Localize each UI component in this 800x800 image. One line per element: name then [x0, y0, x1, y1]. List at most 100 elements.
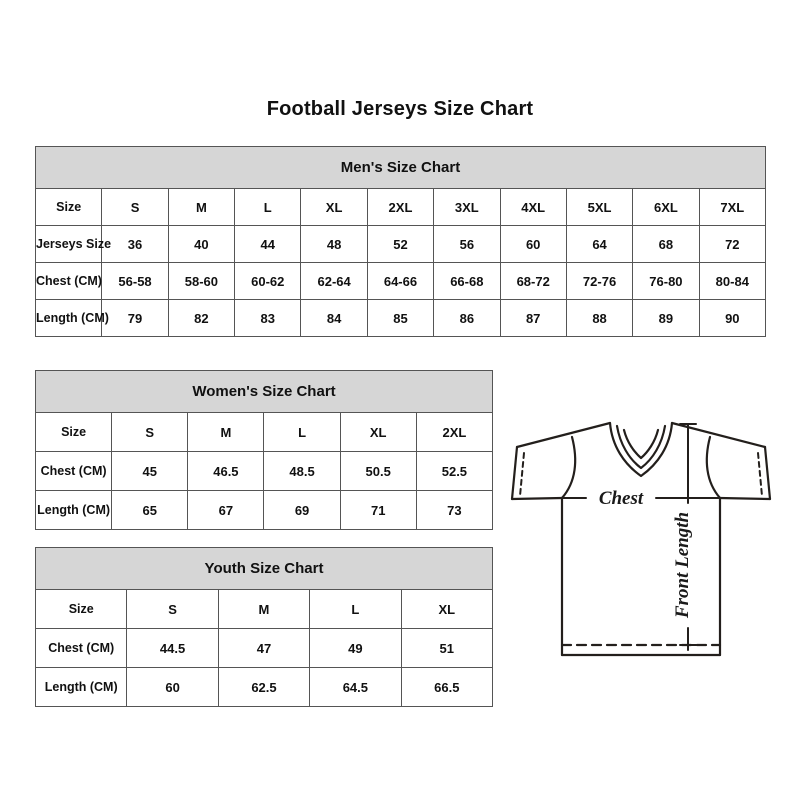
womens-length-l: 69 [263, 490, 341, 530]
table-row: Chest (CM) 44.5 47 49 51 [34, 628, 494, 668]
mens-size-2xl: 2XL [366, 188, 435, 226]
row-label-size: Size [34, 188, 103, 226]
youth-length-s: 60 [126, 667, 219, 707]
mens-jerseys-size-xl: 48 [300, 225, 368, 263]
mens-length-s: 79 [101, 299, 169, 337]
youth-chest-l: 49 [309, 628, 402, 668]
mens-length-3xl: 86 [433, 299, 501, 337]
table-section-header-row: Youth Size Chart [35, 547, 493, 590]
womens-chest-s: 45 [111, 451, 189, 491]
womens-size-2xl: 2XL [415, 412, 494, 452]
mens-jerseys-size-5xl: 64 [565, 225, 634, 263]
mens-length-4xl: 87 [499, 299, 567, 337]
row-label-jerseys-size: Jerseys Size [34, 225, 111, 263]
mens-size-7xl: 7XL [698, 188, 767, 226]
table-row: Length (CM) 65 67 69 71 73 [34, 490, 494, 530]
row-label-chest: Chest (CM) [34, 262, 103, 300]
mens-chest-4xl: 68-72 [499, 262, 567, 300]
mens-length-5xl: 88 [565, 299, 634, 337]
mens-chest-l: 60-62 [234, 262, 302, 300]
youth-length-l: 64.5 [309, 667, 402, 707]
womens-chest-l: 48.5 [263, 451, 341, 491]
womens-length-xl: 71 [339, 490, 417, 530]
table-row: Jerseys Size 36 40 44 48 52 56 60 64 68 … [34, 225, 767, 263]
row-label-length: Length (CM) [34, 490, 113, 530]
row-label-size: Size [34, 412, 113, 452]
mens-size-4xl: 4XL [499, 188, 567, 226]
table-row: Length (CM) 79 82 83 84 85 86 87 88 89 9… [34, 299, 767, 337]
youth-chest-xl: 51 [400, 628, 494, 668]
mens-chest-5xl: 72-76 [565, 262, 634, 300]
mens-chest-6xl: 76-80 [632, 262, 700, 300]
youth-length-xl: 66.5 [400, 667, 494, 707]
youth-chest-s: 44.5 [126, 628, 219, 668]
row-label-length: Length (CM) [34, 667, 128, 707]
mens-chest-7xl: 80-84 [698, 262, 767, 300]
row-label-length: Length (CM) [34, 299, 109, 337]
mens-chest-s: 56-58 [101, 262, 169, 300]
mens-jerseys-size-m: 40 [167, 225, 236, 263]
mens-length-7xl: 90 [698, 299, 767, 337]
mens-size-5xl: 5XL [565, 188, 634, 226]
shirt-right-sleeve-hem-dashed [757, 452, 763, 497]
mens-jerseys-size-3xl: 56 [433, 225, 501, 263]
youth-chest-m: 47 [217, 628, 311, 668]
youth-section-title: Youth Size Chart [35, 547, 493, 590]
mens-length-l: 83 [234, 299, 302, 337]
shirt-left-sleeve-outer [510, 445, 519, 501]
shirt-right-shoulder-top [670, 421, 767, 449]
youth-size-m: M [217, 589, 311, 629]
mens-jerseys-size-6xl: 68 [632, 225, 700, 263]
mens-size-3xl: 3XL [433, 188, 501, 226]
womens-size-chart-table: Women's Size Chart Size S M L XL 2XL Che… [34, 370, 494, 530]
mens-chest-m: 58-60 [167, 262, 236, 300]
womens-size-l: L [263, 412, 341, 452]
youth-size-s: S [126, 589, 219, 629]
womens-chest-2xl: 52.5 [415, 451, 494, 491]
mens-size-xl: XL [300, 188, 368, 226]
womens-chest-xl: 50.5 [339, 451, 417, 491]
mens-length-6xl: 89 [632, 299, 700, 337]
shirt-left-armhole [560, 435, 577, 500]
table-section-header-row: Women's Size Chart [35, 370, 493, 413]
youth-size-chart-table: Youth Size Chart Size S M L XL Chest (CM… [34, 547, 494, 707]
page-title: Football Jerseys Size Chart [266, 98, 534, 120]
womens-length-2xl: 73 [415, 490, 494, 530]
mens-chest-2xl: 64-66 [366, 262, 435, 300]
mens-length-xl: 84 [300, 299, 368, 337]
mens-chest-3xl: 66-68 [433, 262, 501, 300]
jersey-measurement-diagram: Chest Front Length [500, 402, 782, 687]
youth-size-xl: XL [400, 589, 494, 629]
shirt-left-sleeve-bottom [510, 496, 564, 501]
row-label-chest: Chest (CM) [34, 451, 113, 491]
shirt-left-shoulder-top [515, 421, 612, 449]
row-label-size: Size [34, 589, 128, 629]
womens-length-m: 67 [187, 490, 265, 530]
mens-jerseys-size-l: 44 [234, 225, 302, 263]
table-row: Size S M L XL 2XL 3XL 4XL 5XL 6XL 7XL [34, 188, 767, 226]
table-row: Chest (CM) 56-58 58-60 60-62 62-64 64-66… [34, 262, 767, 300]
womens-size-xl: XL [339, 412, 417, 452]
table-section-header-row: Men's Size Chart [35, 146, 766, 189]
mens-size-6xl: 6XL [632, 188, 700, 226]
table-row: Size S M L XL 2XL [34, 412, 494, 452]
shirt-collar-middle-v [615, 424, 667, 470]
shirt-right-sleeve-outer [763, 445, 772, 501]
womens-section-title: Women's Size Chart [35, 370, 493, 413]
shirt-right-sleeve-bottom [718, 496, 772, 501]
shirt-collar-inner-v [622, 428, 660, 460]
mens-length-m: 82 [167, 299, 236, 337]
womens-size-s: S [111, 412, 189, 452]
chest-label: Chest [599, 488, 644, 509]
shirt-left-sleeve-hem-dashed [519, 452, 525, 497]
mens-size-chart-table: Men's Size Chart Size S M L XL 2XL 3XL 4… [34, 146, 767, 337]
table-row: Chest (CM) 45 46.5 48.5 50.5 52.5 [34, 451, 494, 491]
table-row: Length (CM) 60 62.5 64.5 66.5 [34, 667, 494, 707]
mens-size-s: S [101, 188, 169, 226]
front-length-label: Front Length [672, 512, 693, 619]
mens-jerseys-size-2xl: 52 [366, 225, 435, 263]
mens-size-m: M [167, 188, 236, 226]
mens-section-title: Men's Size Chart [35, 146, 766, 189]
mens-size-l: L [234, 188, 302, 226]
mens-jerseys-size-s: 36 [101, 225, 169, 263]
